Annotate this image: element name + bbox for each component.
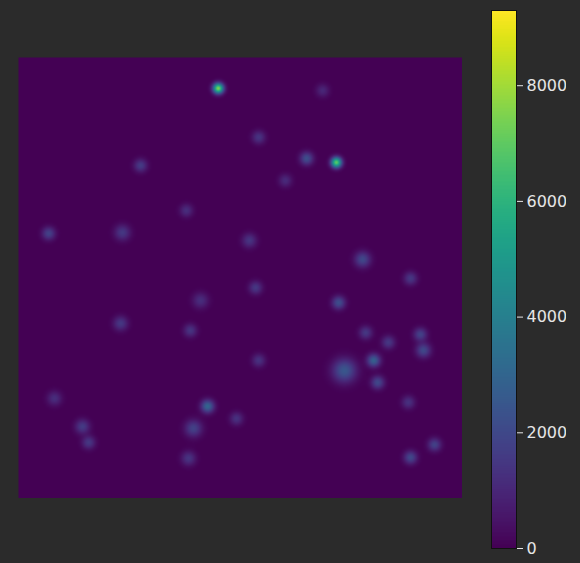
svg-text:2000: 2000 xyxy=(527,423,567,442)
svg-text:4000: 4000 xyxy=(527,307,567,326)
svg-text:8000: 8000 xyxy=(527,76,567,95)
svg-text:0: 0 xyxy=(527,539,537,558)
svg-text:6000: 6000 xyxy=(527,192,567,211)
